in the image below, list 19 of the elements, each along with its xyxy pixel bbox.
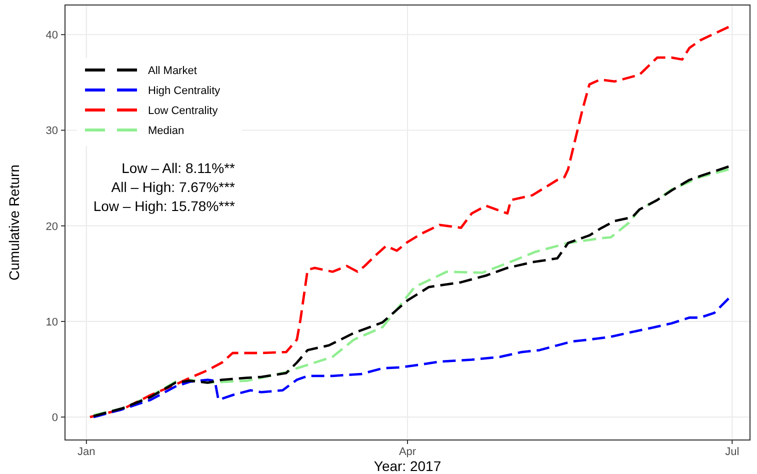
legend-label: All Market xyxy=(148,65,197,77)
legend-label: Median xyxy=(148,125,184,137)
line-series xyxy=(88,26,730,418)
x-axis-title: Year: 2017 xyxy=(374,458,442,474)
y-tick-label: 10 xyxy=(46,316,58,328)
y-axis-title: Cumulative Return xyxy=(6,164,22,280)
x-tick-label: Apr xyxy=(398,446,416,458)
annotation: Low – High: 15.78%*** xyxy=(93,198,236,214)
y-tick-label: 30 xyxy=(46,125,58,138)
y-tick-label: 20 xyxy=(46,220,58,233)
line-series xyxy=(92,297,730,418)
y-tick-label: 40 xyxy=(46,30,58,42)
y-tick-label: 0 xyxy=(52,412,58,424)
annotation: Low – All: 8.11%** xyxy=(122,160,236,176)
legend-label: Low Centrality xyxy=(148,105,218,117)
x-tick-label: Jul xyxy=(725,446,740,458)
annotation: All – High: 7.67%*** xyxy=(111,179,236,195)
legend-label: High Centrality xyxy=(148,85,221,97)
x-tick-label: Jan xyxy=(78,446,96,458)
